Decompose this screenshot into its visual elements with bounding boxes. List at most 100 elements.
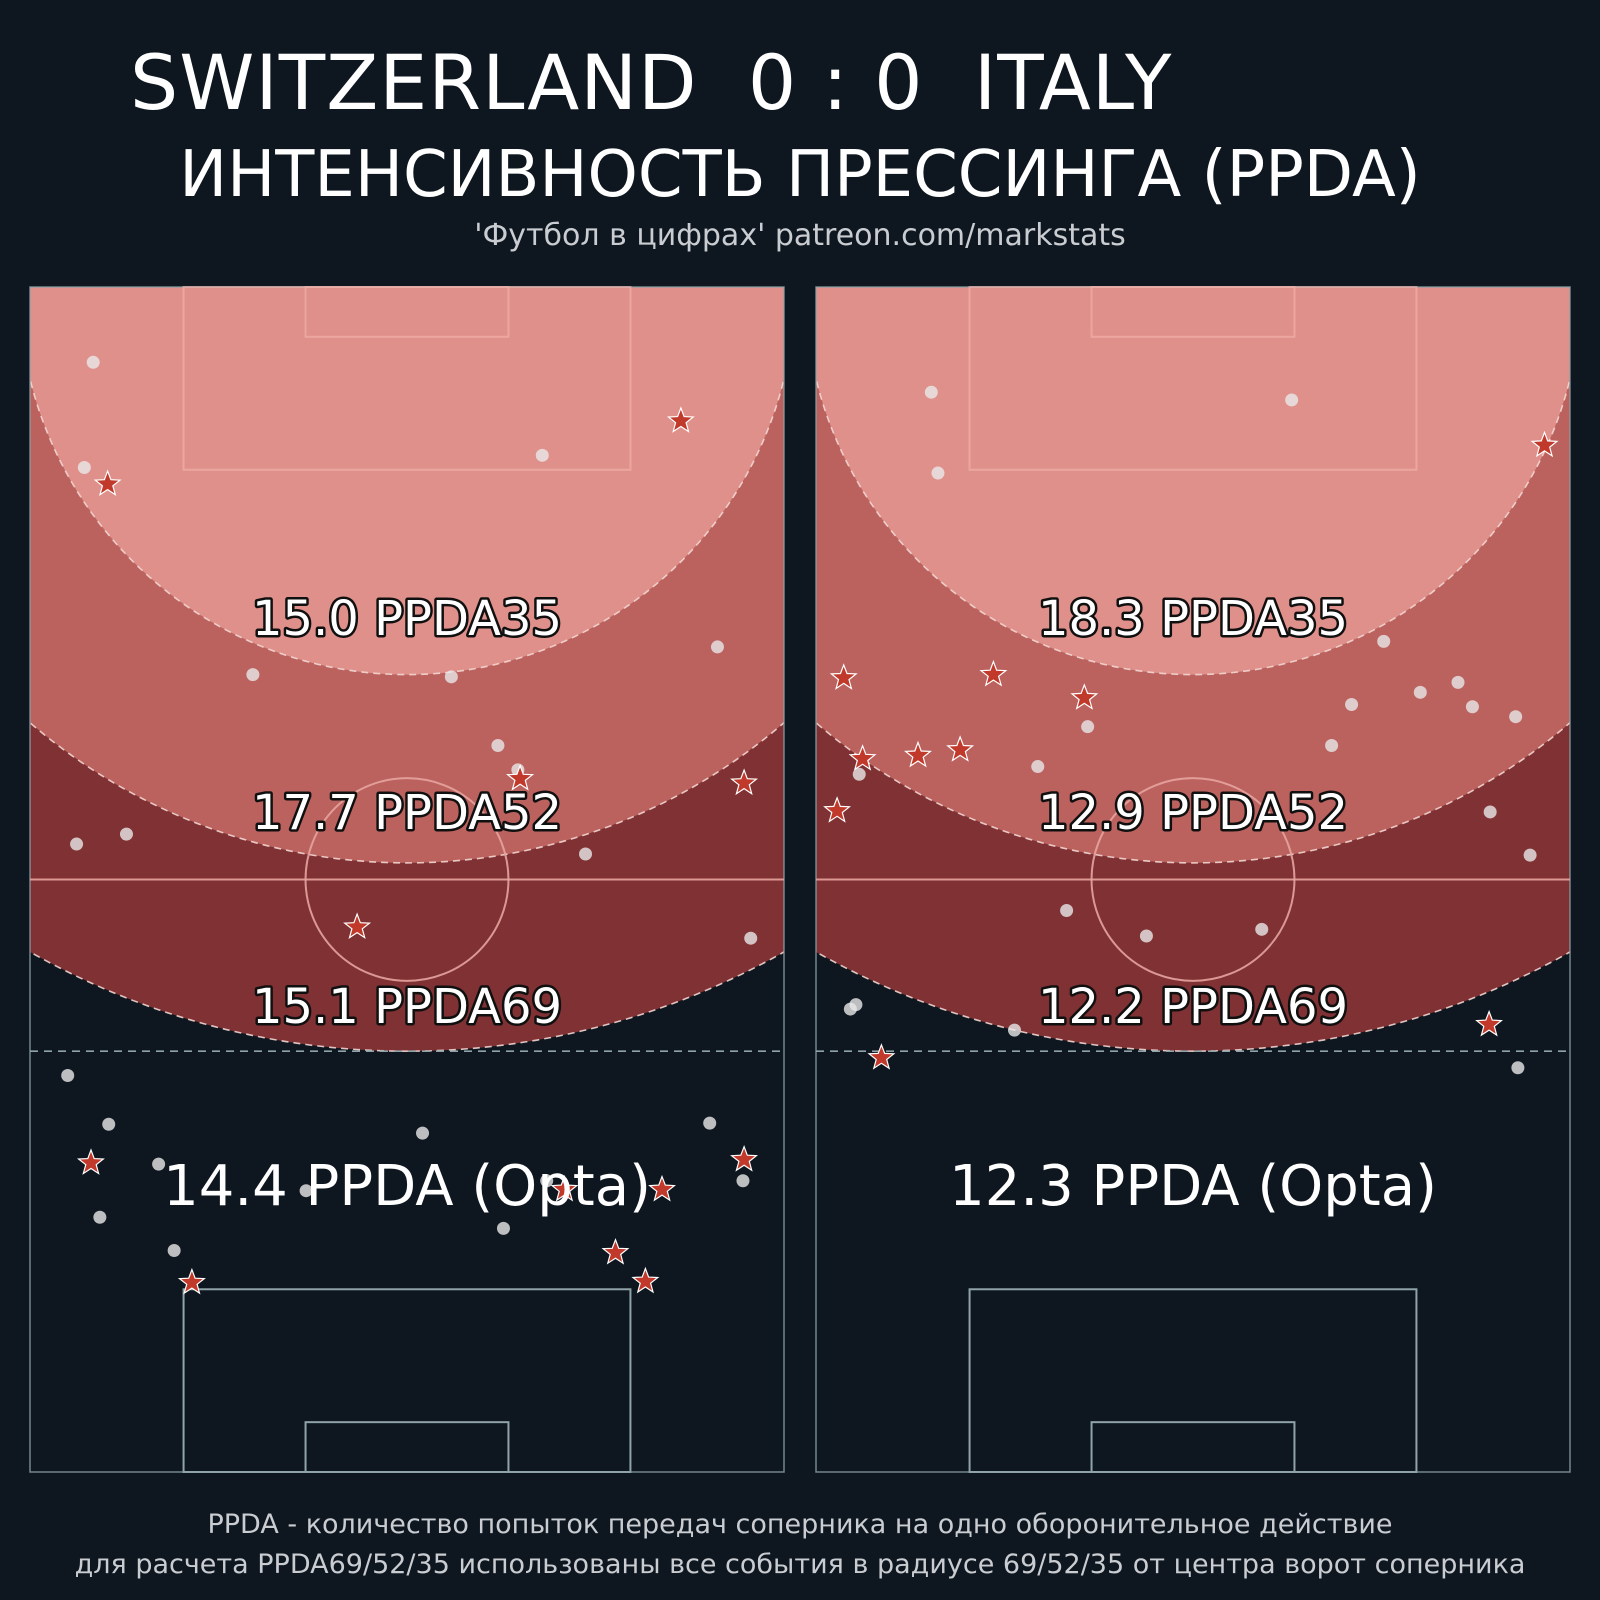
defensive-action-dot	[246, 668, 260, 682]
defensive-action-dot	[703, 1116, 717, 1130]
ppda35-label: 18.3 PPDA35	[1038, 591, 1348, 647]
defensive-action-dot	[1285, 393, 1299, 407]
center-circle	[1090, 777, 1296, 982]
defensive-action-dot	[102, 1117, 116, 1131]
press-zones	[816, 287, 1570, 1052]
defensive-action-dot	[1081, 720, 1095, 734]
defensive-action-dot	[1451, 675, 1465, 689]
zone-ppda35	[816, 287, 1570, 675]
defensive-action-star	[730, 1145, 758, 1172]
away-team-name: ITALY	[973, 38, 1173, 127]
defensive-action-dot	[1031, 760, 1045, 774]
defensive-action-star	[601, 1238, 630, 1265]
ppda52-label: 17.7 PPDA52	[252, 785, 562, 841]
ppda35-label: 15.0 PPDA35	[252, 591, 562, 647]
defensive-action-dot	[77, 461, 91, 475]
defensive-action-dot	[535, 448, 549, 462]
defensive-action-dot	[152, 1157, 166, 1171]
defensive-action-dot	[1483, 805, 1497, 819]
defensive-action-dot	[1255, 922, 1269, 936]
footer-line-1: PPDA - количество попыток передач соперн…	[207, 1509, 1393, 1540]
pitch-panel-italy: 18.3 PPDA35 12.9 PPDA52 12.2 PPDA69 12.3 PP…	[815, 286, 1571, 1474]
bottom-six-yard-box	[1090, 1421, 1296, 1474]
defensive-action-star	[1070, 683, 1099, 710]
defensive-action-star	[76, 1148, 105, 1175]
defensive-action-dot	[61, 1069, 75, 1083]
defensive-action-dot	[70, 837, 84, 851]
defensive-action-star	[730, 768, 759, 796]
zone-boundary-69	[30, 951, 784, 1052]
bottom-penalty-box	[182, 1288, 632, 1473]
defensive-action-dot	[1060, 904, 1074, 918]
defensive-action-dot	[299, 1184, 313, 1198]
zone-ppda35	[30, 287, 784, 675]
defensive-action-star	[506, 763, 535, 791]
defensive-action-dot	[1511, 1061, 1525, 1075]
defensive-action-dot	[167, 1244, 181, 1258]
defensive-action-star	[666, 406, 695, 433]
top-six-yard-box	[1090, 286, 1296, 338]
ppda69-label: 15.1 PPDA69	[252, 979, 562, 1035]
defensive-action-dot	[849, 998, 863, 1012]
defensive-action-dot	[119, 827, 133, 841]
defensive-action-star	[979, 659, 1008, 687]
defensive-action-dot	[496, 1221, 510, 1235]
defensive-action-star	[848, 744, 877, 771]
defensive-action-dot	[1377, 634, 1391, 648]
defensive-action-dot	[1345, 698, 1359, 712]
match-score: 0 : 0	[747, 38, 924, 127]
defensive-action-dot	[93, 1210, 107, 1224]
bottom-six-yard-box	[304, 1421, 510, 1474]
defensive-action-dot	[1325, 738, 1339, 752]
defensive-action-dot	[931, 466, 945, 480]
defensive-action-dot	[416, 1126, 430, 1140]
zone-boundary-69	[816, 951, 1570, 1052]
defensive-action-star	[1530, 430, 1559, 458]
defensive-action-star	[631, 1266, 660, 1294]
defensive-action-dot	[86, 355, 100, 369]
chart-subtitle: ИНТЕНСИВНОСТЬ ПРЕССИНГА (PPDA)	[179, 138, 1421, 212]
defensive-action-dot	[710, 640, 724, 654]
ppda-opta-label: 14.4 PPDA (Opta)	[163, 1154, 651, 1219]
defensive-action-dot	[924, 385, 938, 399]
credit-line: 'Футбол в цифрах' patreon.com/markstats	[474, 218, 1126, 253]
defensive-action-dot	[491, 738, 505, 752]
defensive-action-star	[550, 1174, 579, 1202]
top-six-yard-box	[304, 286, 510, 338]
bottom-penalty-box	[968, 1288, 1418, 1473]
defensive-action-dot	[1413, 685, 1427, 699]
defensive-action-dot	[1509, 710, 1523, 724]
footer-notes: PPDA - количество попыток передач соперн…	[0, 1505, 1600, 1585]
defensive-action-star	[343, 912, 372, 939]
defensive-action-star	[903, 740, 933, 768]
ppda52-label: 12.9 PPDA52	[1038, 785, 1348, 841]
defensive-action-dot	[744, 931, 758, 945]
center-circle	[304, 777, 510, 982]
zone-boundary-52	[30, 721, 784, 864]
defensive-action-dot	[1523, 848, 1537, 862]
defensive-action-star	[648, 1174, 676, 1202]
defensive-action-dot	[736, 1174, 750, 1188]
press-zones	[30, 287, 784, 1052]
footer-line-2: для расчета PPDA69/52/35 использованы вс…	[74, 1549, 1526, 1580]
defensive-action-dot	[579, 847, 593, 861]
defensive-action-dot	[852, 767, 866, 781]
home-team-name: SWITZERLAND	[130, 38, 698, 127]
defensive-action-star	[946, 735, 975, 762]
defensive-action-dot	[1007, 1023, 1021, 1037]
defensive-action-star	[823, 796, 852, 823]
ppda69-label: 12.2 PPDA69	[1038, 979, 1348, 1035]
defensive-action-dot	[1139, 929, 1153, 943]
zone-boundary-52	[816, 721, 1570, 864]
ppda-opta-label: 12.3 PPDA (Opta)	[949, 1154, 1437, 1219]
defensive-action-dot	[444, 670, 458, 684]
defensive-action-dot	[540, 1174, 554, 1188]
match-title: SWITZERLAND 0 : 0 ITALY	[130, 38, 1172, 127]
defensive-action-star	[177, 1267, 206, 1295]
defensive-action-dot	[1465, 700, 1479, 714]
pitch-panel-switzerland: 15.0 PPDA35 17.7 PPDA52 15.1 PPDA69 14.4 PP…	[29, 286, 785, 1474]
defensive-action-star	[93, 469, 122, 496]
defensive-action-star	[1475, 1009, 1503, 1037]
defensive-action-star	[829, 663, 858, 690]
